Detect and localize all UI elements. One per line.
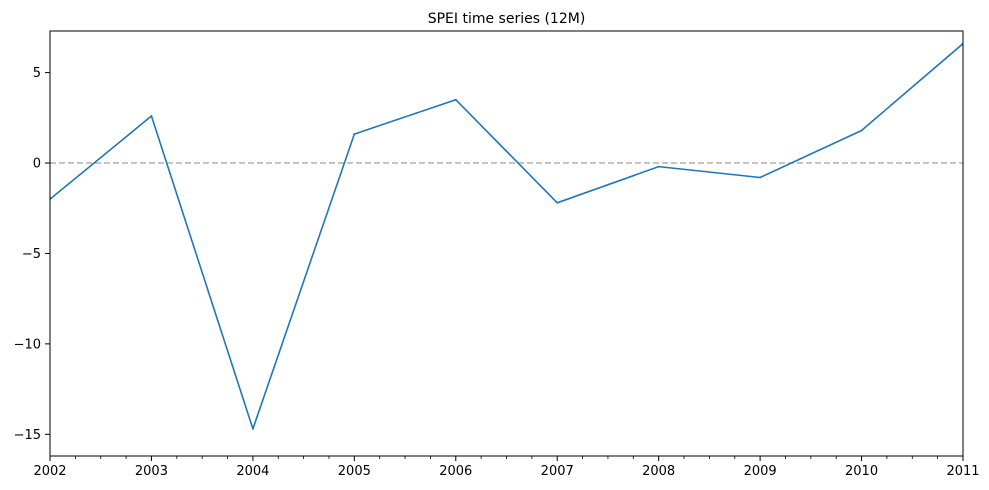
x-tick-label-2007: 2007 [541, 464, 574, 479]
x-tick-label-2009: 2009 [744, 464, 777, 479]
axis-ticks: 2002 2003 2004 2005 2006 2007 2008 2009 2010 2011… [14, 66, 980, 479]
data-point-2008 [657, 165, 660, 168]
data-point-2009 [759, 176, 762, 179]
data-point-2007 [556, 201, 559, 204]
y-tick-label: −15 [14, 428, 41, 443]
x-tick-label-2005: 2005 [338, 464, 371, 479]
y-tick-label: −5 [22, 247, 41, 262]
data-point-2003 [150, 115, 153, 117]
x-tick-label-2002: 2002 [33, 464, 66, 479]
y-tick-label: 5 [33, 66, 41, 81]
x-tick-label-2010: 2010 [845, 464, 878, 479]
x-tick-label-2004: 2004 [236, 464, 269, 479]
x-tick-label-2008: 2008 [642, 464, 675, 479]
plot-area [50, 42, 963, 430]
series-line-0 [50, 43, 963, 430]
data-point-2004 [251, 427, 254, 430]
data-point-2006 [454, 98, 457, 101]
chart-title: SPEI time series (12M) [428, 11, 586, 27]
x-tick-label-2003: 2003 [135, 464, 168, 479]
plot-frame [49, 30, 964, 457]
data-point-2010 [860, 129, 863, 132]
data-point-2005 [353, 133, 356, 135]
x-tick-label-2011: 2011 [946, 464, 979, 479]
y-tick-label: −10 [14, 337, 41, 352]
x-tick-label-2006: 2006 [439, 464, 472, 479]
y-tick-label: 0 [33, 157, 41, 172]
